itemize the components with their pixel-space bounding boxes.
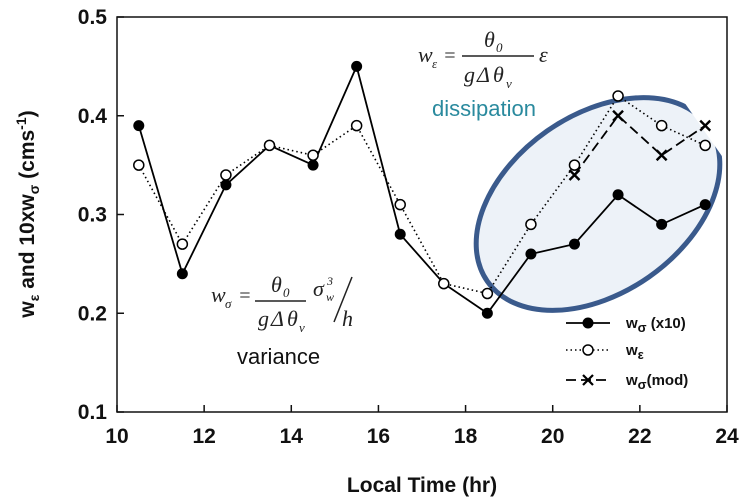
dissipation-label: dissipation	[432, 96, 536, 121]
svg-text:g: g	[464, 62, 475, 87]
svg-text:ε: ε	[432, 56, 438, 71]
data-point	[568, 169, 581, 181]
svg-text:Δ: Δ	[270, 306, 284, 331]
data-point	[699, 139, 711, 152]
variance-label: variance	[237, 344, 320, 369]
y-ticks: 0.1 0.2 0.3 0.4 0.5	[78, 6, 124, 424]
legend-item-wsigma10: wσ (x10)	[566, 315, 686, 335]
y-tick-label: 0.2	[78, 302, 107, 325]
legend-item-wepsilon: wε	[566, 342, 644, 362]
data-point	[525, 248, 537, 260]
variance-formula: w σ = θ 0 g Δ θ v σ w 3 h	[211, 272, 353, 335]
svg-text:θ: θ	[287, 306, 298, 331]
data-point	[656, 218, 668, 230]
data-point	[394, 198, 406, 211]
data-point	[351, 60, 363, 72]
x-tick-label: 20	[541, 425, 564, 448]
data-point	[568, 159, 581, 171]
series-line	[573, 114, 706, 176]
svg-text:θ: θ	[493, 62, 504, 87]
y-axis-label: wε and 10xwσ (cms-1)	[13, 110, 42, 318]
data-point	[307, 159, 319, 171]
svg-text:w: w	[211, 282, 226, 307]
svg-text:σ: σ	[225, 296, 232, 311]
x-ticks: 10 12 14 16 18 20 22 24	[105, 405, 739, 448]
legend: wσ (x10) wε wσ(mod)	[566, 315, 688, 392]
x-tick-label: 24	[715, 425, 739, 448]
data-point	[438, 277, 450, 290]
data-point	[612, 189, 624, 201]
series-layer	[133, 60, 712, 319]
data-point	[307, 149, 319, 161]
data-point	[481, 287, 494, 300]
data-point	[655, 149, 668, 162]
data-point	[133, 159, 145, 171]
data-point	[263, 139, 276, 152]
data-point	[394, 228, 406, 240]
svg-text:wσ(mod): wσ(mod)	[625, 372, 688, 392]
data-point	[350, 119, 363, 132]
data-point	[699, 199, 711, 211]
x-tick-label: 22	[628, 425, 651, 448]
legend-item-wsigmamod: wσ(mod)	[566, 372, 688, 392]
svg-text:g: g	[258, 306, 269, 331]
series-2	[133, 90, 711, 300]
y-tick-label: 0.3	[78, 204, 107, 227]
x-tick-label: 18	[454, 425, 478, 448]
svg-text:=: =	[238, 285, 252, 307]
data-point	[220, 169, 232, 181]
svg-text:0: 0	[496, 40, 503, 55]
svg-text:wσ (x10): wσ (x10)	[625, 315, 686, 335]
series-line	[138, 94, 706, 295]
x-tick-label: 16	[367, 425, 390, 448]
svg-text:h: h	[342, 306, 353, 331]
svg-text:=: =	[443, 45, 457, 67]
svg-text:ε: ε	[539, 42, 548, 67]
svg-text:w: w	[418, 42, 433, 67]
data-point	[525, 218, 537, 231]
series-line	[137, 63, 706, 315]
data-point	[569, 238, 580, 250]
svg-text:3: 3	[326, 274, 333, 288]
svg-text:v: v	[299, 320, 305, 335]
x-axis-label: Local Time (hr)	[347, 474, 497, 497]
svg-text:θ: θ	[271, 272, 282, 297]
x-tick-label: 12	[192, 425, 215, 448]
svg-text:v: v	[506, 76, 512, 91]
y-tick-label: 0.5	[78, 6, 108, 29]
data-point	[481, 307, 493, 319]
svg-text:Δ: Δ	[476, 62, 490, 87]
data-point	[176, 268, 188, 280]
dissipation-formula: w ε = θ 0 g Δ θ v ε	[418, 27, 548, 91]
svg-text:0: 0	[283, 285, 290, 300]
data-point	[220, 179, 232, 191]
data-point	[612, 90, 624, 102]
x-tick-label: 14	[280, 425, 304, 448]
y-tick-label: 0.1	[78, 401, 108, 424]
series-1	[133, 60, 711, 319]
svg-text:w: w	[326, 290, 334, 304]
data-point	[699, 119, 712, 132]
data-point	[655, 119, 668, 132]
data-point	[133, 120, 145, 132]
x-tick-label: 10	[105, 425, 128, 448]
data-point	[176, 238, 189, 250]
svg-text:θ: θ	[484, 27, 495, 52]
svg-text:wε: wε	[625, 342, 644, 362]
svg-text:σ: σ	[313, 276, 325, 301]
y-tick-label: 0.4	[78, 105, 108, 128]
data-point	[612, 109, 624, 122]
series-3	[568, 109, 712, 181]
